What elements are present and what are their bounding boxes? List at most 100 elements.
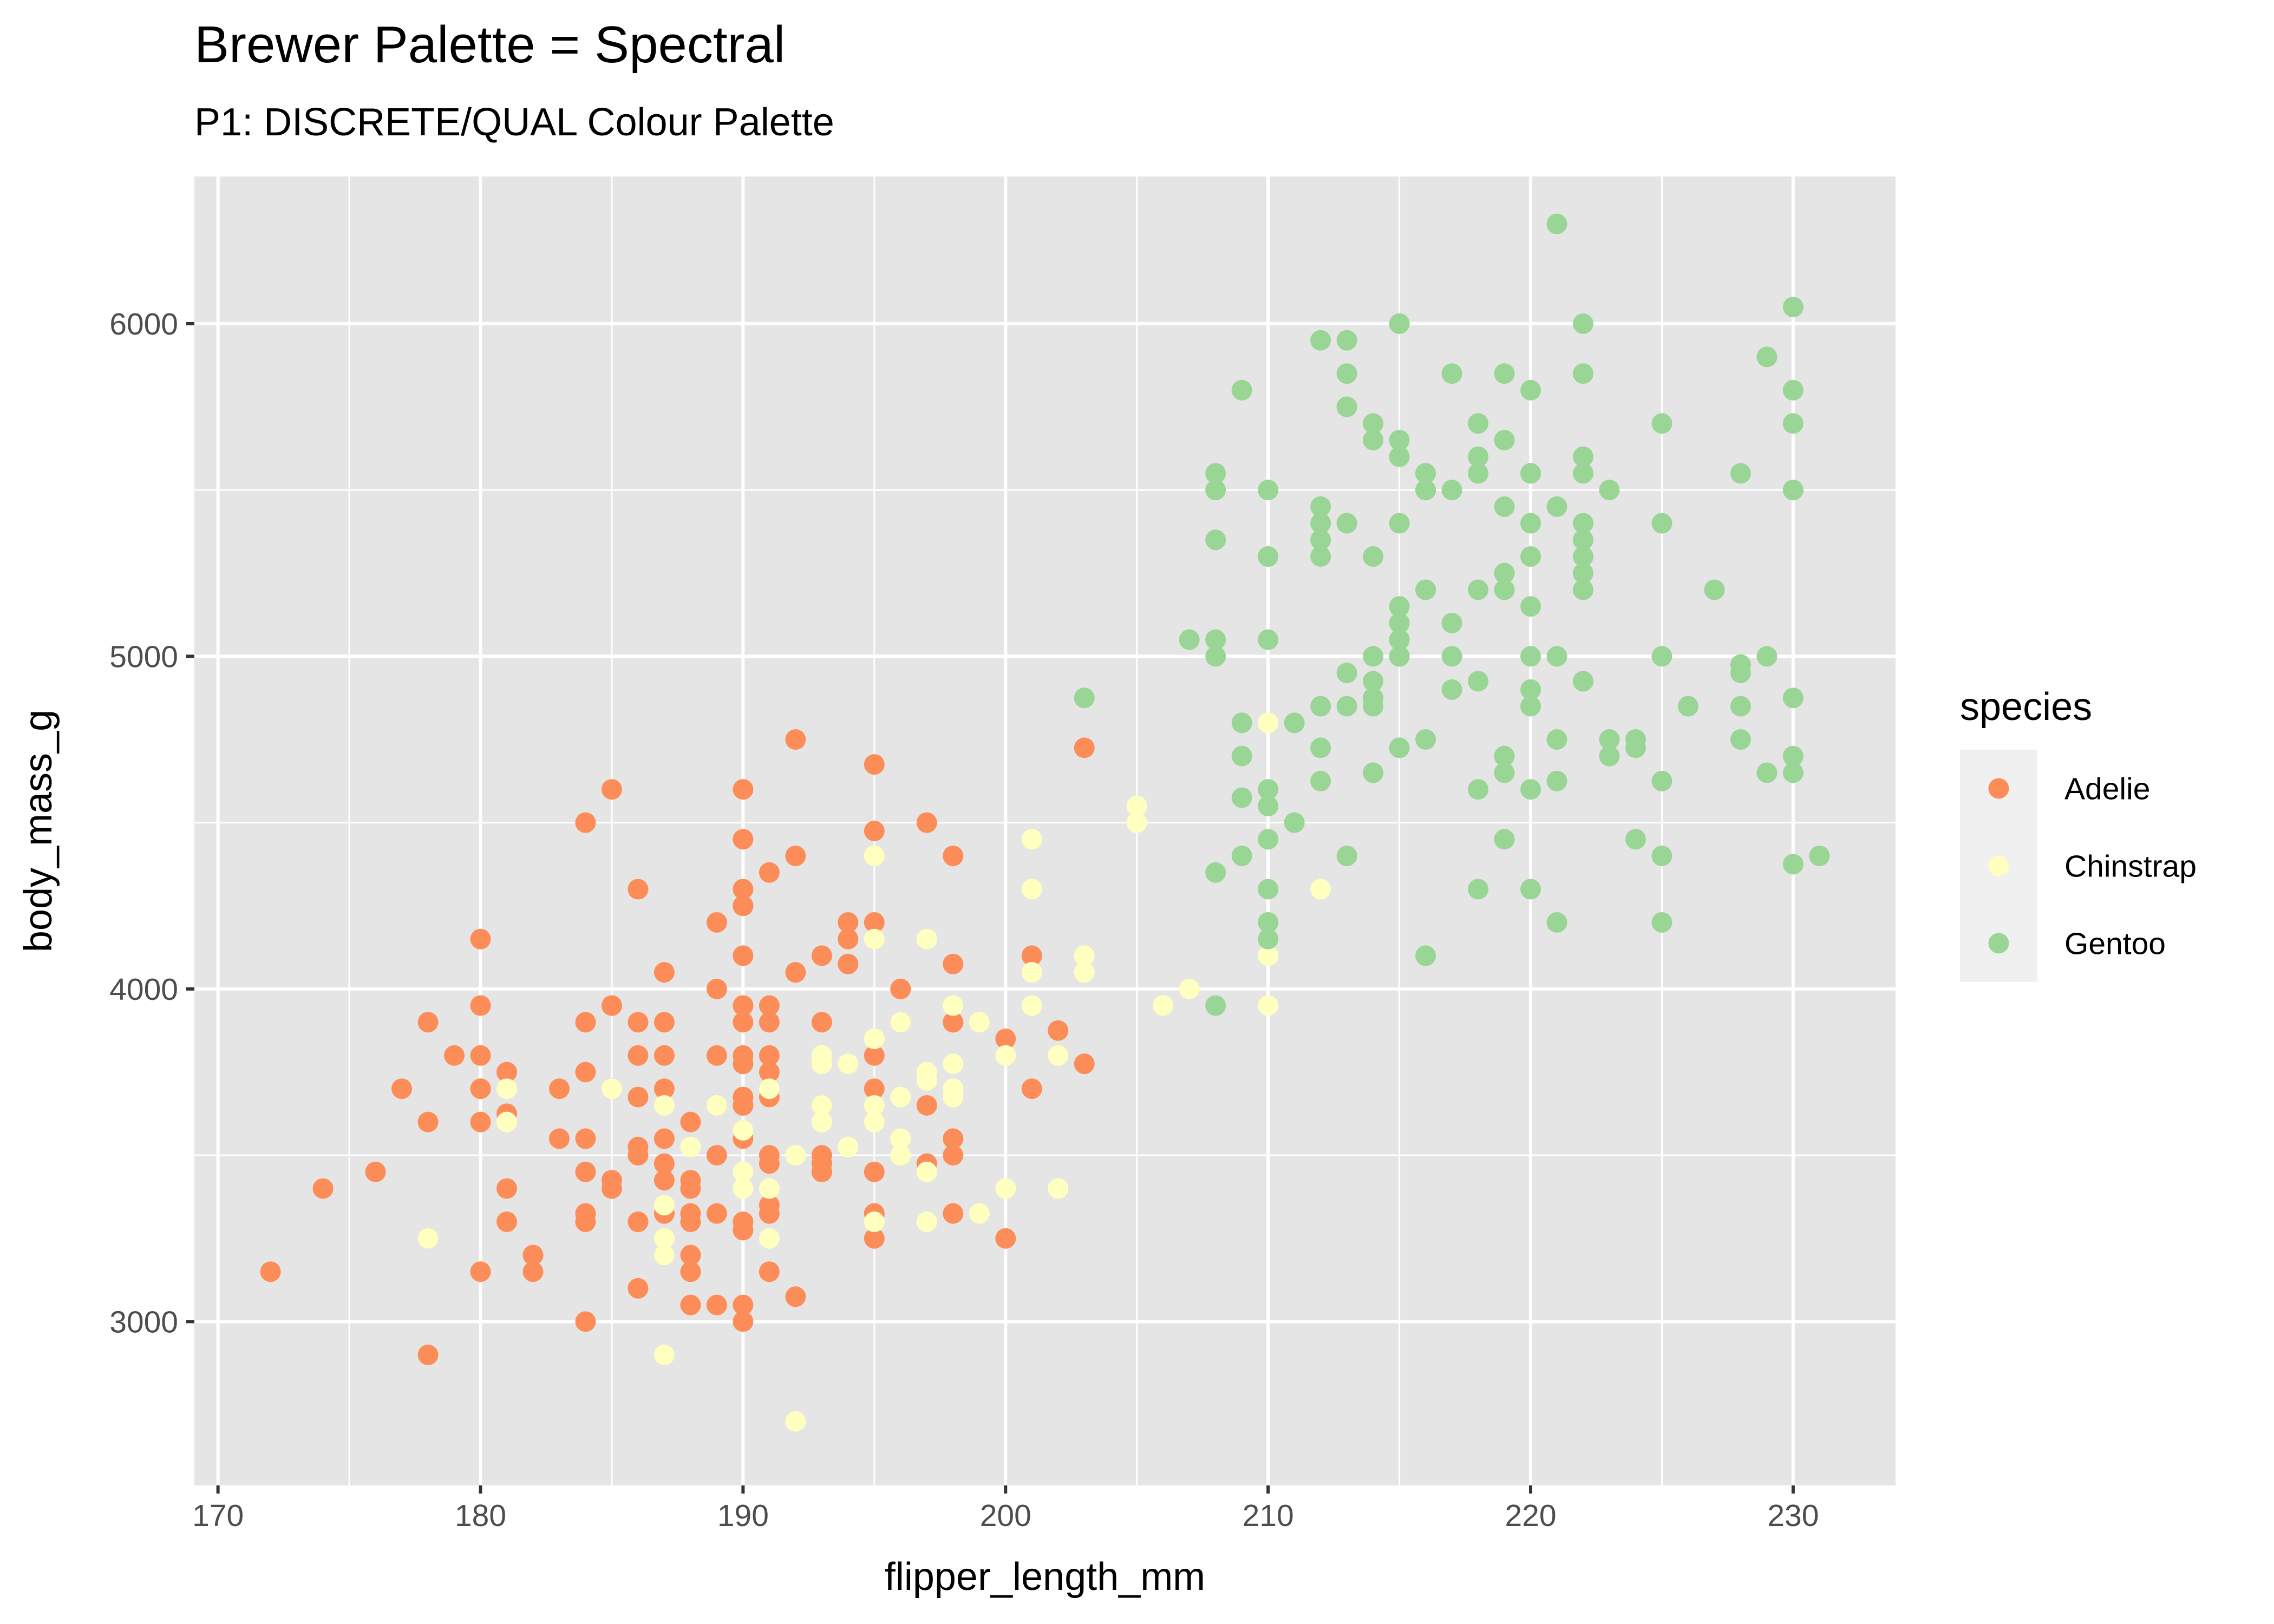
legend: species Adelie Chinstrap Gentoo	[1960, 685, 2197, 982]
data-point-chinstrap	[759, 1178, 780, 1199]
data-point-gentoo	[1520, 646, 1541, 667]
data-point-chinstrap	[838, 1053, 859, 1075]
data-point-gentoo	[1572, 562, 1593, 584]
data-point-adelie	[943, 1128, 964, 1149]
data-point-gentoo	[1441, 480, 1462, 501]
data-point-gentoo	[1415, 463, 1436, 484]
data-point-gentoo	[1520, 679, 1541, 700]
x-tick-label: 210	[1243, 1498, 1294, 1533]
data-point-adelie	[470, 1261, 491, 1282]
data-point-chinstrap	[601, 1078, 622, 1099]
legend-key-chinstrap	[1988, 855, 2009, 876]
data-point-gentoo	[1546, 770, 1567, 791]
data-point-chinstrap	[1074, 962, 1095, 983]
data-point-gentoo	[1782, 480, 1803, 501]
data-point-chinstrap	[890, 1145, 911, 1166]
data-point-adelie	[680, 1261, 701, 1282]
data-point-adelie	[470, 1111, 491, 1132]
data-point-gentoo	[1730, 463, 1751, 484]
data-point-adelie	[733, 1311, 754, 1332]
data-point-gentoo	[1572, 546, 1593, 567]
data-point-adelie	[496, 1212, 518, 1233]
data-point-gentoo	[1231, 745, 1252, 767]
data-point-chinstrap	[759, 1228, 780, 1249]
data-point-chinstrap	[1179, 978, 1200, 999]
data-point-gentoo	[1494, 745, 1515, 767]
data-point-gentoo	[1363, 546, 1384, 567]
data-point-adelie	[759, 1145, 780, 1166]
data-point-adelie	[864, 821, 885, 841]
data-point-gentoo	[1756, 762, 1778, 783]
data-point-adelie	[864, 1045, 885, 1066]
data-point-adelie	[654, 1153, 675, 1174]
x-tick-label: 230	[1767, 1498, 1819, 1533]
data-point-gentoo	[1258, 546, 1279, 567]
data-point-chinstrap	[496, 1078, 518, 1099]
data-point-gentoo	[1205, 995, 1226, 1016]
data-point-chinstrap	[654, 1344, 675, 1365]
data-point-adelie	[706, 912, 727, 933]
data-point-chinstrap	[890, 1012, 911, 1033]
data-point-gentoo	[1415, 945, 1436, 966]
data-point-adelie	[943, 1145, 964, 1166]
data-point-gentoo	[1336, 663, 1357, 684]
data-point-gentoo	[1441, 646, 1462, 667]
data-point-adelie	[733, 1095, 754, 1116]
data-point-gentoo	[1258, 779, 1279, 800]
data-point-chinstrap	[864, 1095, 885, 1116]
data-point-gentoo	[1572, 579, 1593, 600]
data-point-gentoo	[1782, 297, 1803, 318]
legend-key-gentoo	[1988, 933, 2009, 954]
data-point-gentoo	[1651, 413, 1672, 434]
data-point-adelie	[496, 1178, 518, 1199]
y-tick-label: 3000	[109, 1305, 178, 1339]
data-point-adelie	[680, 1294, 701, 1315]
data-point-chinstrap	[1021, 995, 1042, 1016]
data-point-gentoo	[1363, 413, 1384, 434]
data-point-gentoo	[1363, 762, 1384, 783]
data-point-gentoo	[1258, 879, 1279, 900]
data-point-adelie	[548, 1078, 570, 1099]
data-point-gentoo	[1363, 646, 1384, 667]
data-point-chinstrap	[1021, 962, 1042, 983]
data-point-adelie	[680, 1111, 701, 1132]
data-point-gentoo	[1572, 313, 1593, 334]
data-point-chinstrap	[1258, 945, 1279, 966]
data-point-chinstrap	[943, 995, 964, 1016]
data-point-gentoo	[1730, 654, 1751, 675]
data-point-adelie	[654, 1078, 675, 1099]
data-point-adelie	[628, 1278, 649, 1299]
data-point-chinstrap	[785, 1145, 806, 1166]
data-point-gentoo	[1310, 529, 1331, 551]
data-point-adelie	[312, 1178, 334, 1199]
data-point-adelie	[785, 729, 806, 750]
data-point-adelie	[759, 1261, 780, 1282]
data-point-gentoo	[1651, 912, 1672, 933]
data-point-adelie	[864, 754, 885, 775]
data-point-gentoo	[1258, 928, 1279, 949]
data-point-gentoo	[1441, 363, 1462, 384]
data-point-adelie	[785, 1286, 806, 1307]
data-point-gentoo	[1546, 496, 1567, 517]
data-point-gentoo	[1231, 712, 1252, 734]
data-point-adelie	[733, 1294, 754, 1315]
data-point-chinstrap	[864, 928, 885, 949]
data-point-adelie	[496, 1062, 518, 1083]
data-point-adelie	[916, 812, 937, 833]
data-point-chinstrap	[995, 1045, 1016, 1066]
data-point-chinstrap	[995, 1178, 1016, 1199]
legend-key-adelie	[1988, 778, 2009, 799]
data-point-adelie	[654, 1012, 675, 1033]
data-point-chinstrap	[916, 1161, 937, 1182]
data-point-adelie	[864, 912, 885, 933]
data-point-gentoo	[1494, 762, 1515, 783]
data-point-gentoo	[1310, 546, 1331, 567]
data-point-gentoo	[1782, 413, 1803, 434]
x-tick-label: 190	[717, 1498, 769, 1533]
data-point-adelie	[628, 1045, 649, 1066]
data-point-gentoo	[1782, 762, 1803, 783]
data-point-gentoo	[1258, 829, 1279, 850]
data-point-adelie	[575, 1012, 596, 1033]
data-point-adelie	[1021, 945, 1042, 966]
